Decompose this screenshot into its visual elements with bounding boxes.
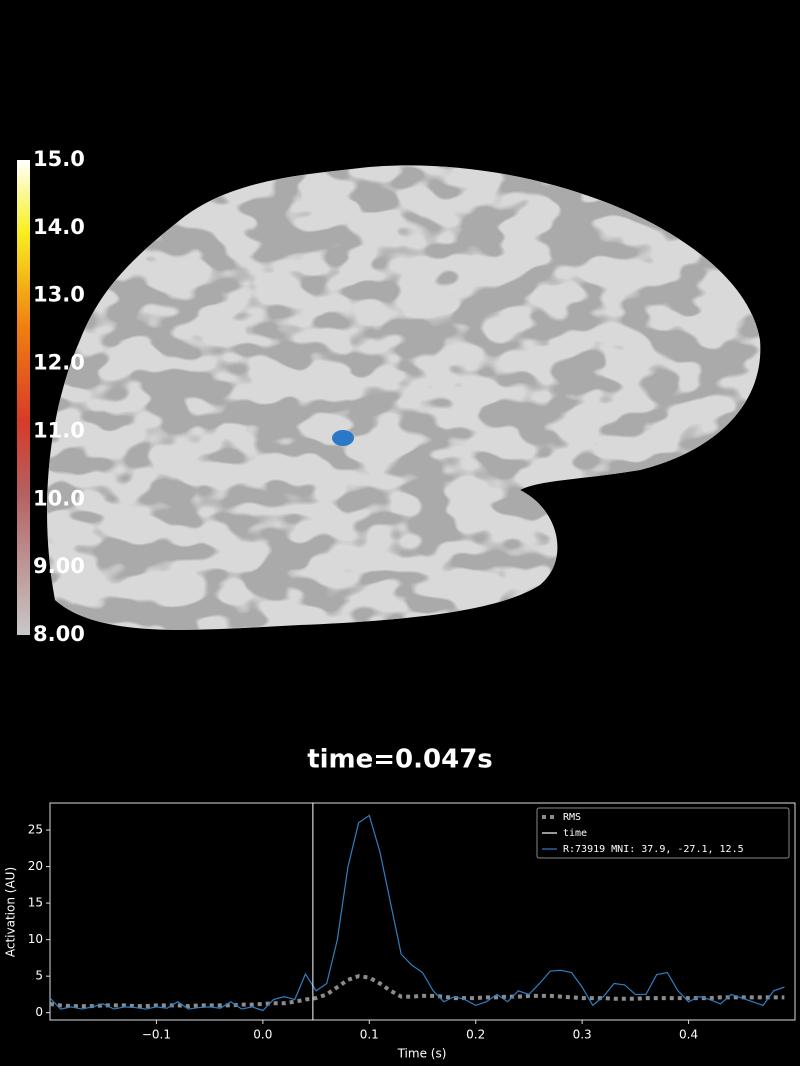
y-tick-label: 0 [35, 1005, 43, 1019]
colorbar-tick-label: 12.0 [33, 351, 85, 375]
colorbar-tick-label: 14.0 [33, 215, 85, 239]
activation-spot [332, 430, 354, 446]
x-tick-label: 0.0 [253, 1028, 272, 1042]
legend-label: time [563, 828, 587, 839]
colorbar-tick-label: 11.0 [33, 418, 85, 442]
x-tick-label: 0.4 [679, 1028, 698, 1042]
series-line [50, 814, 785, 1012]
axes-frame [49, 802, 796, 1021]
legend-label: R:73919 MNI: 37.9, -27.1, 12.5 [563, 844, 744, 855]
y-tick-label: 15 [28, 896, 43, 910]
colorbar-tick-label: 13.0 [33, 283, 85, 307]
colorbar-tick-label: 9.00 [33, 554, 85, 578]
brain-surface [47, 165, 761, 630]
x-tick-label: −0.1 [142, 1028, 171, 1042]
y-tick-label: 25 [28, 823, 43, 837]
x-tick-label: 0.3 [573, 1028, 592, 1042]
series-line [50, 974, 785, 1009]
legend-box [536, 807, 790, 859]
x-tick-label: 0.2 [466, 1028, 485, 1042]
colorbar-tick-label: 10.0 [33, 486, 85, 510]
y-tick-label: 10 [28, 932, 43, 946]
time-label: time=0.047s [307, 745, 493, 775]
colorbar-tick-label: 8.00 [33, 622, 85, 646]
colorbar [17, 160, 30, 635]
legend-label: RMS [563, 812, 581, 823]
y-axis-label: Activation (AU) [4, 867, 18, 957]
x-axis-label: Time (s) [397, 1047, 447, 1061]
colorbar-tick-label: 15.0 [33, 147, 85, 171]
y-tick-label: 20 [28, 859, 43, 873]
x-tick-label: 0.1 [360, 1028, 379, 1042]
y-tick-label: 5 [35, 969, 43, 983]
